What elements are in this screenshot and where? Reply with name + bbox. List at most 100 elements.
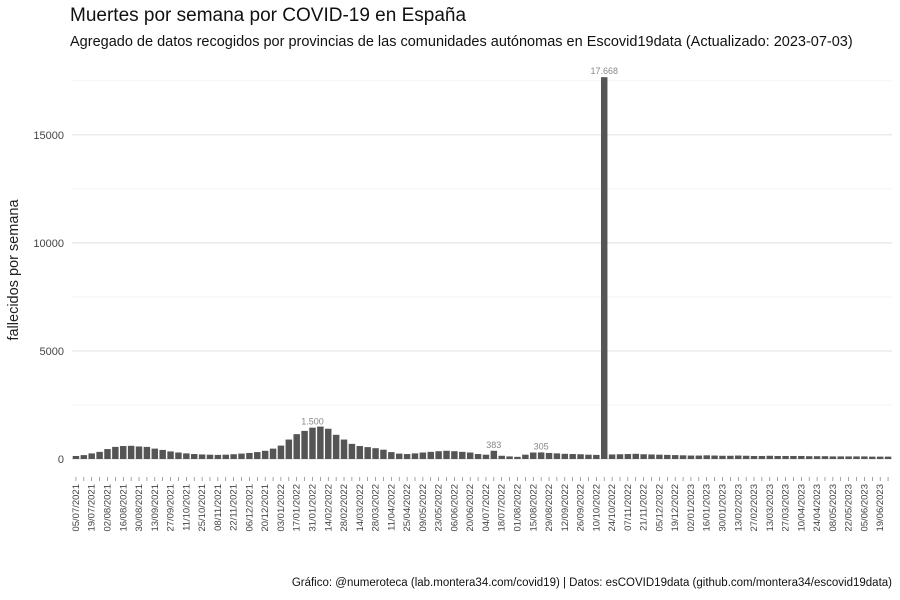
x-tick-label: 20/12/2021 xyxy=(260,484,271,532)
data-label: 17.668 xyxy=(590,66,618,76)
x-tick-label: 08/05/2023 xyxy=(828,484,839,532)
bar xyxy=(474,454,482,459)
x-tick-label: 22/11/2021 xyxy=(229,484,240,531)
bar xyxy=(198,454,206,459)
bar xyxy=(616,454,624,459)
x-tick-label: 01/08/2022 xyxy=(512,484,523,532)
bar xyxy=(459,451,466,459)
bar xyxy=(277,445,285,459)
bar xyxy=(750,455,758,459)
data-label: 1.500 xyxy=(301,417,324,427)
bar xyxy=(490,450,498,459)
x-tick-label: 19/06/2023 xyxy=(875,484,886,532)
x-tick-layer: 05/07/2021 19/07/2021 02/08/2021 16/08/2021… xyxy=(71,477,889,532)
bar xyxy=(735,455,742,459)
bar xyxy=(553,453,561,459)
x-tick-label: 27/03/2023 xyxy=(781,484,792,532)
bar xyxy=(395,453,403,459)
y-tick-label: 15000 xyxy=(33,130,64,142)
x-tick-label: 09/05/2022 xyxy=(418,484,429,532)
bar xyxy=(774,455,781,459)
bar xyxy=(561,453,569,459)
bar xyxy=(451,451,458,459)
bar xyxy=(545,452,553,459)
bar xyxy=(790,455,797,459)
bar xyxy=(222,454,229,459)
x-tick-label: 30/08/2021 xyxy=(134,484,145,532)
bar xyxy=(427,451,434,459)
x-tick-label: 22/05/2023 xyxy=(844,484,855,532)
x-tick-label: 02/08/2021 xyxy=(102,484,113,532)
bar xyxy=(845,456,852,459)
bar xyxy=(254,452,261,459)
bar xyxy=(656,454,663,459)
x-tick-label: 08/11/2021 xyxy=(213,484,224,531)
bar xyxy=(648,454,655,459)
bar-layer xyxy=(72,77,892,459)
bar xyxy=(711,455,718,459)
bar xyxy=(608,454,616,459)
x-tick-label: 11/04/2022 xyxy=(386,484,397,531)
bar xyxy=(167,451,174,459)
bar xyxy=(88,453,95,459)
bar xyxy=(190,454,198,459)
x-tick-label: 10/04/2023 xyxy=(796,484,807,532)
x-tick-label: 11/10/2021 xyxy=(181,484,192,531)
x-tick-label: 19/12/2022 xyxy=(670,484,681,532)
bar xyxy=(719,455,726,459)
bar xyxy=(632,453,639,459)
bar xyxy=(695,455,703,459)
bar xyxy=(332,434,340,459)
bar xyxy=(498,455,505,459)
bar xyxy=(664,454,671,459)
bar xyxy=(183,453,190,459)
x-tick-label: 24/10/2022 xyxy=(607,484,618,532)
bar xyxy=(569,454,576,459)
bar xyxy=(530,452,537,459)
x-tick-label: 27/02/2023 xyxy=(749,484,760,532)
bar xyxy=(135,446,143,459)
bar xyxy=(104,449,111,459)
bar xyxy=(238,453,245,459)
bar xyxy=(758,455,766,459)
bar xyxy=(419,452,427,459)
bar xyxy=(356,446,364,459)
x-tick-label: 12/09/2022 xyxy=(560,484,571,532)
bar xyxy=(514,456,521,459)
bar xyxy=(837,456,844,459)
y-tick-label: 0 xyxy=(58,454,64,466)
x-tick-label: 25/10/2021 xyxy=(197,484,208,532)
bar xyxy=(151,448,159,459)
x-tick-label: 24/04/2023 xyxy=(812,484,823,532)
x-tick-label: 15/08/2022 xyxy=(528,484,539,532)
bar xyxy=(742,455,750,459)
x-tick-label: 28/03/2022 xyxy=(371,484,382,532)
x-tick-label: 20/06/2022 xyxy=(465,484,476,532)
data-label-layer: 1.500 383 305 17.668 xyxy=(301,66,618,451)
bar xyxy=(317,426,324,459)
bar xyxy=(876,456,884,459)
bar xyxy=(853,456,860,459)
y-tick-label: 5000 xyxy=(40,346,64,358)
bar xyxy=(175,452,182,459)
x-tick-label: 29/08/2022 xyxy=(544,484,555,532)
y-tick-label: 10000 xyxy=(33,238,64,250)
x-tick-label: 06/12/2021 xyxy=(244,484,255,532)
bar xyxy=(869,456,876,459)
bar xyxy=(443,450,450,459)
bar xyxy=(411,453,419,459)
x-tick-label: 23/05/2022 xyxy=(434,484,445,532)
chart-subtitle: Agregado de datos recogidos por provinci… xyxy=(70,34,853,50)
bar xyxy=(861,456,868,459)
x-tick-label: 26/09/2022 xyxy=(576,484,587,532)
bar xyxy=(261,450,269,459)
bar xyxy=(293,434,300,459)
x-tick-label: 04/07/2022 xyxy=(481,484,492,532)
bar xyxy=(269,448,277,459)
bar xyxy=(577,454,584,459)
bar xyxy=(214,454,222,459)
x-tick-label: 05/12/2022 xyxy=(654,484,665,532)
data-label: 305 xyxy=(534,441,549,451)
bar xyxy=(206,454,214,459)
